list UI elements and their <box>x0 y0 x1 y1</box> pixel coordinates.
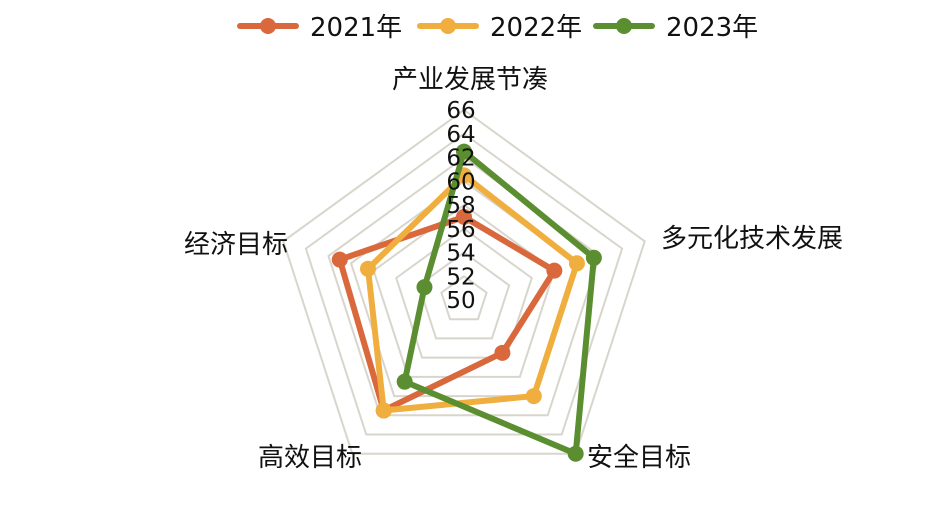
tick-label: 52 <box>446 264 475 290</box>
axis-labels: 产业发展节凑 多元化技术发展 安全目标 高效目标 经济目标 <box>184 65 843 473</box>
tick-label: 56 <box>446 217 475 243</box>
grid-ring <box>440 275 488 321</box>
data-point <box>360 260 377 277</box>
tick-labels: 50 52 54 56 58 60 62 64 66 <box>446 98 475 314</box>
tick-label: 66 <box>446 98 475 124</box>
data-point <box>568 255 585 272</box>
legend-marker-2021 <box>260 18 276 34</box>
legend-marker-2022 <box>440 18 456 34</box>
legend-item-2023: 2023年 <box>593 13 758 43</box>
series-line <box>336 213 558 414</box>
axis-label-industry-rhythm: 产业发展节凑 <box>392 65 548 95</box>
data-point <box>546 262 563 279</box>
grid-ring <box>282 108 646 455</box>
series-line <box>401 148 597 457</box>
axis-label-safety-goal: 安全目标 <box>587 443 691 473</box>
data-point <box>331 251 348 268</box>
legend-marker-2023 <box>616 18 632 34</box>
axis-label-efficiency-goal: 高效目标 <box>258 443 362 473</box>
data-point <box>494 344 511 361</box>
data-point <box>525 388 542 405</box>
data-point <box>456 208 472 225</box>
data-point <box>396 373 413 390</box>
series-2023年 <box>396 143 602 462</box>
data-point <box>567 445 584 462</box>
grid-ring <box>327 156 601 417</box>
tick-label: 64 <box>446 122 475 148</box>
tick-label: 54 <box>446 241 475 267</box>
legend-label-2022: 2022年 <box>490 13 582 43</box>
tick-label: 50 <box>446 288 475 314</box>
grid-ring <box>304 132 624 436</box>
legend-label-2021: 2021年 <box>310 13 402 43</box>
tick-label: 62 <box>446 146 475 172</box>
legend: 2021年 2022年 2023年 <box>237 13 758 43</box>
legend-label-2023: 2023年 <box>666 13 758 43</box>
legend-item-2021: 2021年 <box>237 13 402 43</box>
data-point <box>375 402 392 419</box>
series-2021年 <box>331 208 563 419</box>
axis-label-diversified-tech: 多元化技术发展 <box>661 224 843 254</box>
tick-label: 58 <box>446 193 475 219</box>
data-point <box>416 279 433 296</box>
legend-item-2022: 2022年 <box>417 13 582 43</box>
series-layer <box>331 143 602 462</box>
grid-ring <box>395 227 533 359</box>
data-point <box>456 143 472 160</box>
data-point <box>585 249 602 266</box>
tick-label: 60 <box>446 169 475 195</box>
axis-label-economic-goal: 经济目标 <box>184 230 288 260</box>
